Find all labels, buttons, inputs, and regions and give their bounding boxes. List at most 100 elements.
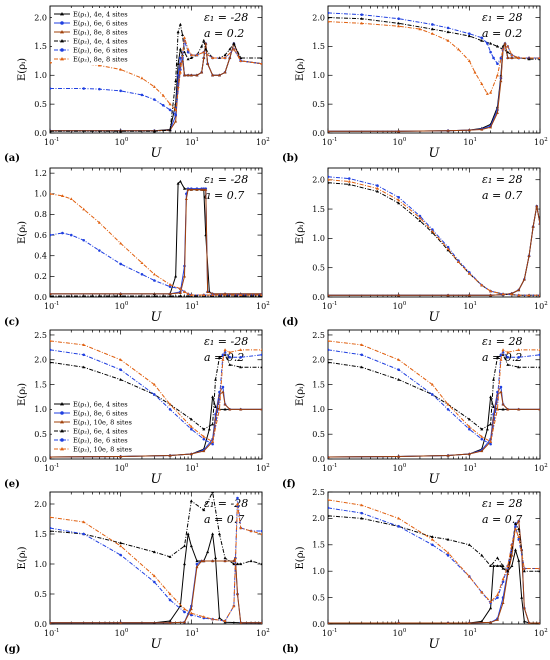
data-point (228, 355, 232, 359)
data-point (260, 529, 262, 533)
data-point (328, 178, 330, 181)
data-point (397, 293, 401, 297)
data-point (182, 620, 186, 624)
legend-marker (60, 12, 64, 16)
data-point (446, 554, 450, 557)
data-point (223, 70, 227, 74)
data-point (328, 129, 330, 133)
data-point (538, 407, 540, 411)
data-point (506, 56, 510, 60)
data-point (347, 179, 351, 183)
series-line-2 (328, 391, 540, 458)
x-tick-label: 101 (463, 463, 477, 473)
x-tick-label: 101 (185, 628, 199, 638)
a-annotation: a = 0.7 (482, 513, 522, 526)
a-annotation: a = 0.7 (204, 189, 244, 202)
x-tick-label: 102 (256, 628, 270, 638)
data-point (260, 621, 262, 624)
data-point (499, 358, 503, 361)
data-point (239, 59, 243, 62)
legend-marker (60, 429, 64, 433)
axes-frame (327, 329, 541, 460)
data-point (202, 427, 206, 431)
y-tick-label: 0.0 (34, 293, 47, 302)
data-point (202, 188, 206, 191)
data-point (520, 596, 524, 599)
data-point (204, 47, 208, 51)
data-point (182, 290, 186, 293)
data-point (82, 87, 86, 90)
data-point (517, 56, 521, 60)
data-point (538, 222, 540, 225)
data-point (397, 378, 401, 381)
data-point (178, 291, 182, 294)
data-point (211, 442, 214, 446)
series-group (328, 11, 540, 133)
axes-frame (49, 491, 263, 625)
series-line-2 (328, 206, 540, 296)
data-point (239, 562, 243, 566)
data-point (50, 526, 52, 530)
data-point (492, 56, 495, 60)
series-group (328, 339, 540, 459)
data-point (360, 13, 364, 16)
data-point (50, 60, 52, 64)
data-point (522, 619, 526, 623)
data-point (140, 93, 144, 97)
x-tick-label: 10-1 (322, 137, 338, 147)
data-point (69, 197, 73, 201)
x-tick-label: 100 (115, 301, 129, 311)
data-point (527, 254, 531, 258)
data-point (168, 285, 172, 288)
data-point (119, 262, 122, 266)
data-point (168, 592, 172, 596)
data-point (418, 27, 422, 31)
data-point (189, 417, 193, 421)
y-tick-label: 2.5 (312, 331, 325, 340)
data-point (501, 348, 505, 351)
data-point (168, 128, 172, 132)
data-point (119, 544, 123, 548)
data-point (152, 550, 156, 554)
series-line-5 (328, 499, 540, 603)
data-point (375, 189, 379, 193)
data-point (513, 548, 517, 552)
y-tick-label: 2.5 (34, 331, 47, 340)
data-point (517, 348, 521, 351)
data-point (98, 249, 101, 252)
data-point (522, 566, 526, 570)
data-point (119, 241, 123, 245)
data-point (182, 50, 186, 54)
data-point (223, 353, 227, 356)
data-point (189, 188, 193, 191)
data-point (485, 427, 489, 431)
data-point (430, 27, 434, 31)
data-point (397, 525, 400, 528)
data-point (223, 53, 227, 57)
data-point (418, 219, 422, 222)
x-tick-label: 101 (463, 301, 477, 311)
data-point (82, 238, 86, 242)
data-point (189, 607, 193, 611)
x-tick-label: 101 (185, 301, 199, 311)
data-point (98, 87, 101, 91)
data-point (176, 30, 180, 34)
data-point (538, 621, 540, 624)
data-point (510, 564, 514, 568)
series-line-1 (328, 206, 540, 296)
data-point (328, 11, 330, 15)
data-point (223, 619, 227, 623)
data-point (538, 365, 540, 369)
data-point (182, 562, 186, 566)
data-point (50, 292, 52, 296)
data-point (517, 288, 521, 292)
y-tick-label: 1.5 (312, 205, 325, 214)
data-point (513, 527, 517, 531)
x-axis-label: U (151, 637, 163, 652)
data-point (467, 417, 471, 421)
data-point (69, 233, 73, 237)
data-point (495, 44, 499, 48)
data-point (430, 229, 434, 233)
y-tick-label: 2.0 (312, 176, 325, 185)
